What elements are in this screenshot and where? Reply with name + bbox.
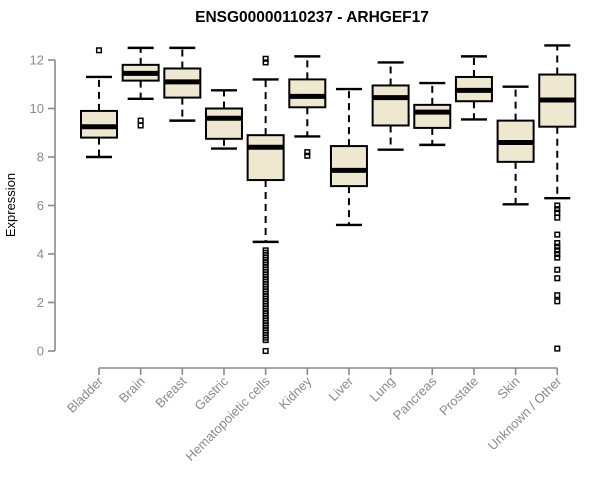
box-group-skin [496,85,535,206]
box-group-liver [329,87,368,227]
outlier-point [554,240,561,247]
y-tick-label: 4 [37,247,44,262]
outlier-point [304,149,311,156]
box-group-pancreas [413,81,452,147]
box-group-unknown-other [538,44,577,352]
box-group-brain [121,46,160,129]
x-tick-label-liver: Liver [326,373,357,404]
outlier-point [554,231,561,238]
y-tick-label: 6 [37,198,44,213]
chart-title: ENSG00000110237 - ARHGEF17 [195,9,429,26]
box-group-gastric [204,89,243,150]
iqr-box [246,134,285,182]
iqr-box [288,78,327,109]
x-tick-label-kidney: Kidney [276,373,315,412]
iqr-box [204,107,243,140]
y-axis-title: Expression [3,173,18,237]
outlier-point [554,275,561,282]
x-tick-label-unknown-other: Unknown / Other [485,373,565,453]
outlier-point [95,47,103,54]
x-tick-label-prostate: Prostate [436,374,481,419]
outlier-point [304,152,311,159]
box-group-hematopoietic-cells [246,55,285,355]
outlier-point [554,243,561,250]
x-tick-label-bladder: Bladder [64,373,107,416]
outlier-point [554,206,561,213]
outlier-point [262,55,269,62]
box-group-bladder [80,47,118,159]
outlier-point [137,117,144,124]
iqr-box [371,84,410,127]
x-tick-label-brain: Brain [116,374,148,406]
y-tick-label: 12 [30,53,44,68]
y-tick-label: 10 [30,101,44,116]
box-group-lung [371,61,410,151]
y-axis: 0 2 4 6 8 10 12 [30,53,56,359]
box-group-prostate [454,55,493,121]
y-tick-label: 2 [37,295,44,310]
x-tick-label-gastric: Gastric [191,373,231,413]
outlier-point [262,337,269,344]
x-tick-label-skin: Skin [494,374,522,402]
iqr-box [413,103,452,129]
outlier-point [262,59,269,66]
y-tick-label: 8 [37,150,44,165]
x-tick-label-pancreas: Pancreas [390,373,440,423]
outlier-point [554,254,561,261]
outlier-point [554,214,561,221]
outlier-point [554,247,561,254]
outlier-point [554,345,561,352]
box-group-kidney [288,55,327,159]
outlier-point [554,209,561,216]
outlier-point [554,298,561,305]
y-tick-label: 0 [37,344,44,359]
iqr-box [329,145,368,188]
outlier-point [554,202,561,209]
outlier-point [554,266,561,273]
box-group-breast [163,46,202,122]
x-tick-label-lung: Lung [367,374,398,405]
outlier-point [554,292,561,299]
outlier-point [137,122,144,129]
outlier-point [262,347,269,355]
x-tick-label-breast: Breast [152,373,189,410]
box-series [80,44,577,355]
outlier-point [554,250,561,258]
